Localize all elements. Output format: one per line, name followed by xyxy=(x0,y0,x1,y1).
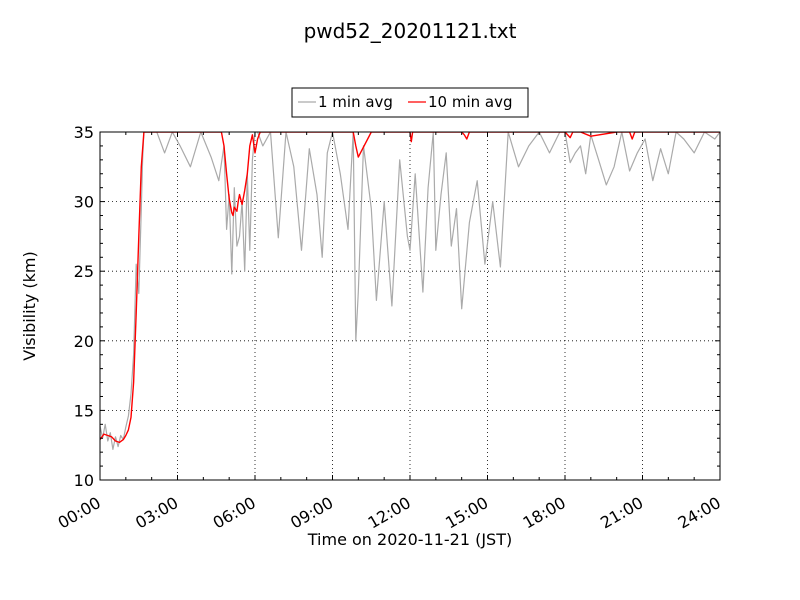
series-10min-line xyxy=(100,132,720,444)
plot-frame xyxy=(99,131,721,481)
x-tick-label: 21:00 xyxy=(597,493,646,533)
x-tick-label: 09:00 xyxy=(287,493,336,533)
x-tick-label: 03:00 xyxy=(132,493,181,533)
x-tick-label: 06:00 xyxy=(210,493,259,533)
x-tick-label: 00:00 xyxy=(55,493,104,533)
y-tick-label: 30 xyxy=(74,193,94,212)
x-tick-label: 24:00 xyxy=(675,493,724,533)
series-layer xyxy=(100,132,720,450)
grid xyxy=(100,132,720,480)
x-tick-label: 15:00 xyxy=(442,493,491,533)
y-tick-label: 20 xyxy=(74,332,94,351)
series-1min-line xyxy=(100,132,720,450)
ticks: 00:00 03:00 06:00 09:00 12:00 15:00 18:00 21:00… xyxy=(55,123,724,533)
y-tick-label: 35 xyxy=(74,123,94,142)
chart-title: pwd52_20201121.txt xyxy=(304,19,517,43)
legend-label-10min: 10 min avg xyxy=(428,93,513,111)
legend: 1 min avg 10 min avg xyxy=(291,87,529,118)
x-tick-label: 12:00 xyxy=(365,493,414,533)
y-axis-label: Visibility (km) xyxy=(20,251,39,360)
y-tick-label: 10 xyxy=(74,471,94,490)
y-tick-label: 15 xyxy=(74,401,94,420)
legend-label-1min: 1 min avg xyxy=(318,93,393,111)
x-tick-label: 18:00 xyxy=(520,493,569,533)
x-axis-label: Time on 2020-11-21 (JST) xyxy=(307,530,512,549)
y-tick-label: 25 xyxy=(74,262,94,281)
